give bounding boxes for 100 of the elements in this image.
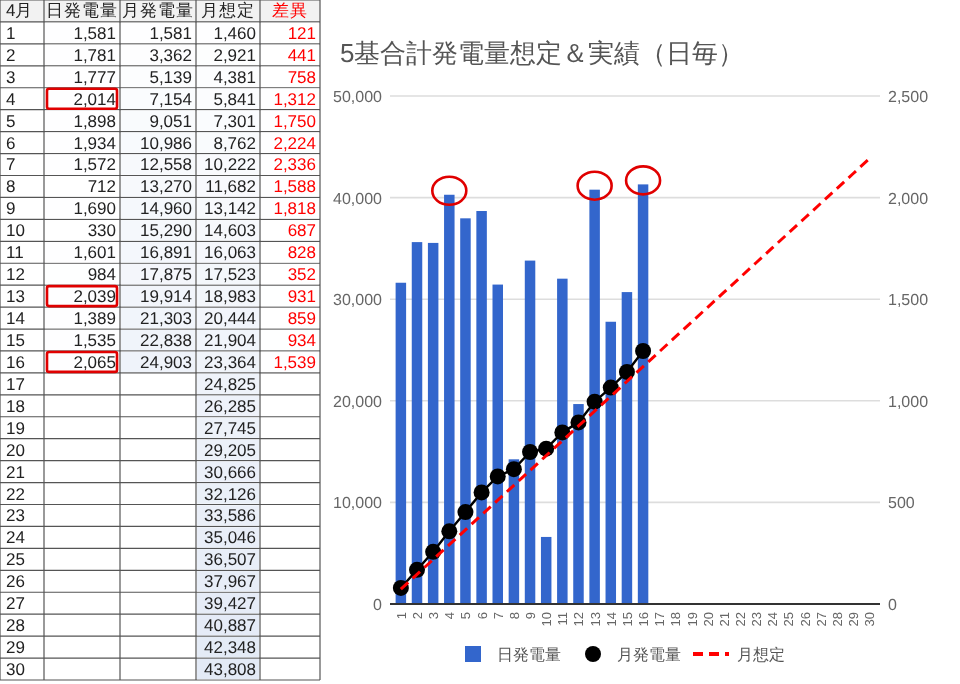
data-label: 21,303 [140,308,193,329]
y-tick-label: 3 [6,66,16,87]
data-label: 1,777 [73,66,117,87]
data-label: 1,588 [273,176,317,197]
bar [540,536,552,604]
bar [460,218,471,604]
y2-tick-label: 500 [888,494,916,513]
data-label: 10,986 [140,132,193,153]
point [618,363,635,380]
y-tick-label: 23 [6,505,26,526]
y-tick-label: 0 [373,596,384,614]
y-tick-label: 17 [6,373,26,394]
data-label: 828 [287,242,317,263]
y2-tick-label: 0 [888,596,898,614]
data-label: 9,051 [149,110,193,131]
y-tick-label: 12 [6,264,26,285]
data-label: 19,914 [140,286,193,307]
y-tick-label: 14 [6,308,26,329]
data-label: 3,362 [149,44,193,65]
data-label: 8,762 [213,132,257,153]
data-label: 2,065 [73,351,117,372]
y-tick-label: 50,000 [333,88,384,106]
point [522,444,539,461]
y-tick-label: 26 [6,571,26,592]
data-label: 352 [287,264,317,285]
data-label: 1,690 [73,198,117,219]
data-label: 712 [87,176,117,197]
data-label: 27,745 [204,417,257,438]
point [457,504,474,521]
data-label: 13,270 [140,176,193,197]
data-label: 40,887 [204,615,257,636]
data-label: 1,572 [73,154,117,175]
data-label: 24,825 [204,373,257,394]
data-label: 16,891 [140,242,193,263]
data-label: 859 [287,308,317,329]
data-label: 37,967 [204,571,257,592]
data-label: 29,205 [204,439,257,460]
data-label: 1,818 [273,198,317,219]
data-label: 5,139 [149,66,193,87]
data-label: 1,581 [73,22,117,43]
bar [524,260,536,604]
x-tick-label: 差異 [272,0,308,20]
bar [492,284,503,604]
data-label: 7,154 [149,88,193,109]
data-label: 984 [87,264,117,285]
point [554,424,571,441]
y2-tick-label: 2,000 [888,189,930,208]
data-label: 16,063 [204,242,257,263]
data-label: 7,301 [213,110,257,131]
point [635,342,652,359]
bar [637,184,649,604]
data-label: 2,039 [73,286,117,307]
chart-title: 5基合計発電量想定＆実績（日毎） [340,38,745,68]
bar [476,211,487,604]
point [473,484,490,501]
data-label: 14,603 [204,220,257,241]
point [586,393,603,410]
bar [573,404,584,604]
x-tick-label: 月想定 [201,0,255,20]
legend-label: 月発電量 [617,646,681,664]
data-label: 1,781 [73,44,117,65]
data-label: 15,290 [140,220,193,241]
data-label: 30,666 [204,461,257,482]
data-label: 21,904 [204,329,257,350]
data-label: 10,222 [204,154,257,175]
x-tick-label: 月発電量 [122,0,194,20]
legend-label: 月想定 [737,646,785,664]
data-label: 18,983 [204,286,257,307]
data-label: 1,312 [273,88,317,109]
y-tick-label: 15 [6,329,26,350]
data-label: 330 [87,220,117,241]
y-tick-label: 7 [6,154,16,175]
data-label: 931 [287,286,317,307]
bar [427,242,439,604]
y-tick-label: 1 [6,22,16,43]
data-label: 35,046 [204,527,257,548]
bar [589,189,600,604]
y-tick-label: 11 [6,242,25,263]
data-label: 5,841 [213,88,257,109]
data-label: 22,838 [140,329,193,350]
y-tick-label: 6 [6,132,16,153]
data-label: 1,389 [73,308,117,329]
y-axis-title: 4月 [6,0,34,20]
data-label: 1,601 [73,242,117,263]
y-tick-label: 5 [6,110,16,131]
data-label: 36,507 [204,549,257,570]
data-label: 43,808 [204,659,257,679]
data-label: 1,581 [149,22,193,43]
data-label: 1,898 [73,110,117,131]
data-label: 26,285 [204,395,257,416]
legend-label: 日発電量 [497,646,561,664]
data-label: 14,960 [140,198,193,219]
data-label: 2,224 [273,132,317,153]
data-label: 121 [287,22,317,43]
y-tick-label: 25 [6,549,26,570]
data-label: 23,364 [204,351,257,372]
data-label: 758 [287,66,317,87]
data-label: 17,875 [140,264,193,285]
data-label: 1,539 [273,351,317,372]
data-label: 33,586 [204,505,257,526]
